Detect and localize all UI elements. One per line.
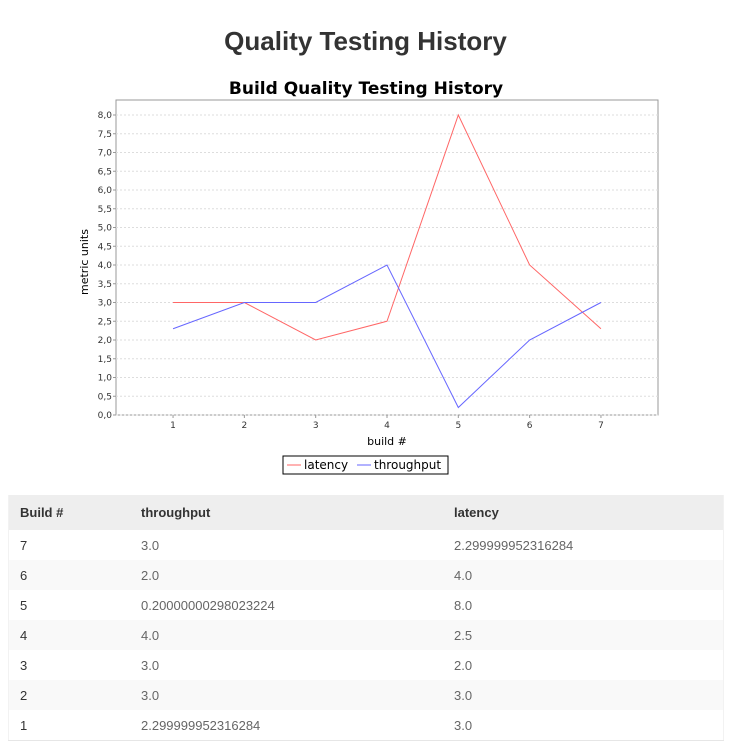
latency-cell: 2.0 — [443, 650, 724, 680]
chart-svg: Build Quality Testing History 0,0 0,5 1,0 1… — [78, 79, 659, 475]
column-header-throughput: throughput — [130, 495, 443, 530]
latency-cell: 4.0 — [443, 560, 724, 590]
y-tick-label: 8,0 — [98, 111, 113, 121]
legend-label-latency: latency — [304, 458, 348, 472]
quality-chart: Build Quality Testing History 0,0 0,5 1,0 1… — [72, 70, 672, 480]
latency-cell: 8.0 — [443, 590, 724, 620]
latency-cell: 3.0 — [443, 680, 724, 710]
series-line-throughput — [172, 264, 602, 409]
x-tick-label: 5 — [455, 421, 461, 431]
y-axis-label: metric units — [78, 229, 91, 295]
x-axis-ticks: 1 2 3 4 5 6 7 — [170, 415, 604, 431]
x-tick-label: 4 — [384, 421, 390, 431]
y-tick-label: 6,5 — [98, 167, 112, 177]
page-title: Quality Testing History — [224, 26, 507, 56]
build-cell: 7 — [8, 530, 130, 560]
history-table: Build # throughput latency 7 3.0 2.2999999… — [8, 495, 724, 741]
table-row: 5 0.20000000298023224 8.0 — [8, 590, 724, 620]
y-tick-label: 2,5 — [98, 317, 112, 327]
table-row: 4 4.0 2.5 — [8, 620, 724, 650]
table-header-row: Build # throughput latency — [8, 495, 724, 530]
y-tick-label: 4,0 — [98, 261, 113, 271]
y-tick-label: 5,5 — [98, 205, 112, 215]
build-cell: 1 — [8, 710, 130, 741]
x-tick-label: 7 — [598, 421, 604, 431]
throughput-cell: 2.0 — [130, 560, 443, 590]
x-tick-label: 1 — [170, 421, 176, 431]
y-tick-label: 3,5 — [98, 280, 112, 290]
y-tick-label: 1,5 — [98, 355, 112, 365]
throughput-cell: 3.0 — [130, 530, 443, 560]
build-cell: 5 — [8, 590, 130, 620]
table-row: 6 2.0 4.0 — [8, 560, 724, 590]
column-header-latency: latency — [443, 495, 724, 530]
table-body: 7 3.0 2.299999952316284 6 2.0 4.0 5 0.200000002… — [8, 530, 724, 741]
y-tick-label: 0,5 — [98, 392, 112, 402]
y-tick-label: 2,0 — [98, 336, 113, 346]
plot-area — [115, 99, 659, 416]
chart-legend: latency throughput — [282, 455, 449, 475]
build-cell: 6 — [8, 560, 130, 590]
table-row: 1 2.299999952316284 3.0 — [8, 710, 724, 741]
y-tick-label: 0,0 — [98, 411, 113, 421]
y-tick-label: 5,0 — [98, 224, 113, 234]
throughput-cell: 0.20000000298023224 — [130, 590, 443, 620]
build-cell: 2 — [8, 680, 130, 710]
throughput-cell: 3.0 — [130, 680, 443, 710]
y-tick-label: 7,0 — [98, 149, 113, 159]
x-tick-label: 6 — [527, 421, 533, 431]
y-tick-label: 6,0 — [98, 186, 113, 196]
x-axis-label: build # — [367, 435, 407, 448]
table-row: 3 3.0 2.0 — [8, 650, 724, 680]
latency-cell: 2.299999952316284 — [443, 530, 724, 560]
build-cell: 4 — [8, 620, 130, 650]
latency-cell: 3.0 — [443, 710, 724, 741]
y-tick-label: 1,0 — [98, 374, 113, 384]
throughput-cell: 2.299999952316284 — [130, 710, 443, 741]
y-tick-label: 7,5 — [98, 130, 112, 140]
build-cell: 3 — [8, 650, 130, 680]
table-row: 7 3.0 2.299999952316284 — [8, 530, 724, 560]
legend-label-throughput: throughput — [374, 458, 441, 472]
x-tick-label: 3 — [313, 421, 319, 431]
throughput-cell: 3.0 — [130, 650, 443, 680]
latency-cell: 2.5 — [443, 620, 724, 650]
series-lines — [172, 113, 602, 409]
chart-title: Build Quality Testing History — [229, 79, 503, 99]
y-tick-label: 4,5 — [98, 242, 112, 252]
throughput-cell: 4.0 — [130, 620, 443, 650]
column-header-build: Build # — [8, 495, 130, 530]
y-axis-ticks: 0,0 0,5 1,0 1,5 2,0 2,5 3,0 3,5 4,0 4,5 5,0 5,5 6,0 6… — [98, 111, 116, 421]
x-tick-label: 2 — [242, 421, 248, 431]
y-tick-label: 3,0 — [98, 299, 113, 309]
table-row: 2 3.0 3.0 — [8, 680, 724, 710]
